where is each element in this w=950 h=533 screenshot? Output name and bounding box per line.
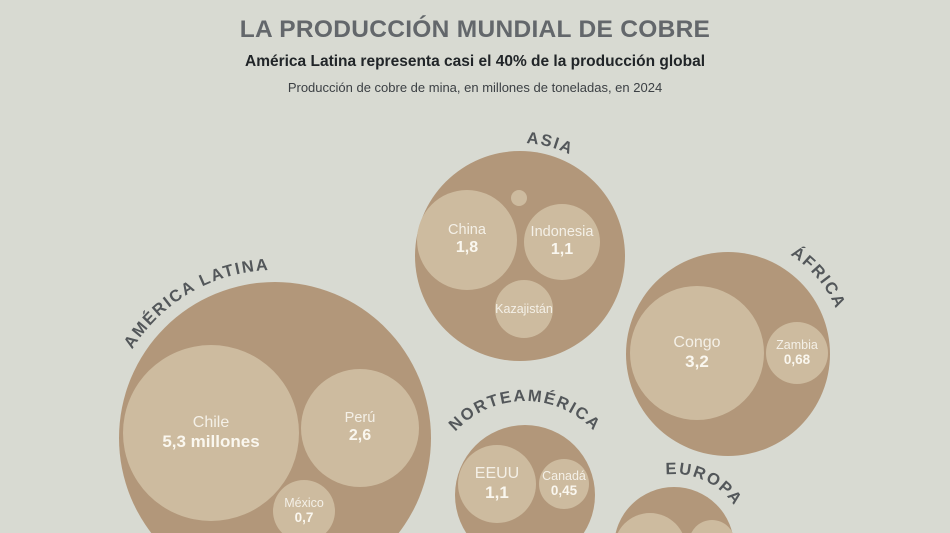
country-name: Canadá (542, 468, 586, 483)
country-circle-canada: Canadá 0,45 (539, 459, 589, 509)
country-circle-peru: Perú 2,6 (301, 369, 419, 487)
country-circle-kazajistan: Kazajistán (495, 280, 553, 338)
country-name: EEUU (474, 464, 520, 482)
country-value: 3,2 (685, 352, 709, 372)
page-title: LA PRODUCCIÓN MUNDIAL DE COBRE (239, 16, 711, 43)
small-producer-dot (511, 190, 527, 206)
country-circle-mexico: México 0,7 (273, 480, 335, 533)
country-name: Indonesia (530, 224, 594, 240)
country-value: 1,1 (550, 241, 574, 259)
country-name: Kazajistán (495, 301, 553, 316)
country-value: 0,68 (783, 352, 811, 368)
page-subtitle: América Latina representa casi el 40% de… (245, 53, 705, 70)
country-name: México (284, 495, 324, 510)
country-circle-europa-2 (689, 520, 735, 533)
country-circle-china: China 1,8 (417, 190, 517, 290)
chart-unit-note: Producción de cobre de mina, en millones… (287, 80, 663, 95)
country-value: 0,7 (294, 510, 314, 526)
country-value: 5,3 millones (162, 432, 260, 452)
country-value: 0,45 (550, 483, 578, 499)
country-circle-zambia: Zambia 0,68 (766, 322, 828, 384)
country-name: Perú (344, 410, 376, 426)
country-name: China (448, 222, 486, 238)
country-name: Congo (673, 333, 721, 351)
country-circle-indonesia: Indonesia 1,1 (524, 204, 600, 280)
country-circle-chile: Chile 5,3 millones (123, 345, 299, 521)
country-circle-europa-1 (614, 513, 686, 533)
country-name: Chile (192, 413, 230, 431)
country-circle-congo: Congo 3,2 (630, 286, 764, 420)
header: LA PRODUCCIÓN MUNDIAL DE COBRE América L… (0, 16, 950, 95)
country-value: 2,6 (348, 427, 372, 445)
country-circle-eeuu: EEUU 1,1 (458, 445, 536, 523)
country-name: Zambia (776, 337, 818, 352)
country-value: 1,8 (455, 239, 479, 257)
country-value: 1,1 (485, 483, 509, 503)
